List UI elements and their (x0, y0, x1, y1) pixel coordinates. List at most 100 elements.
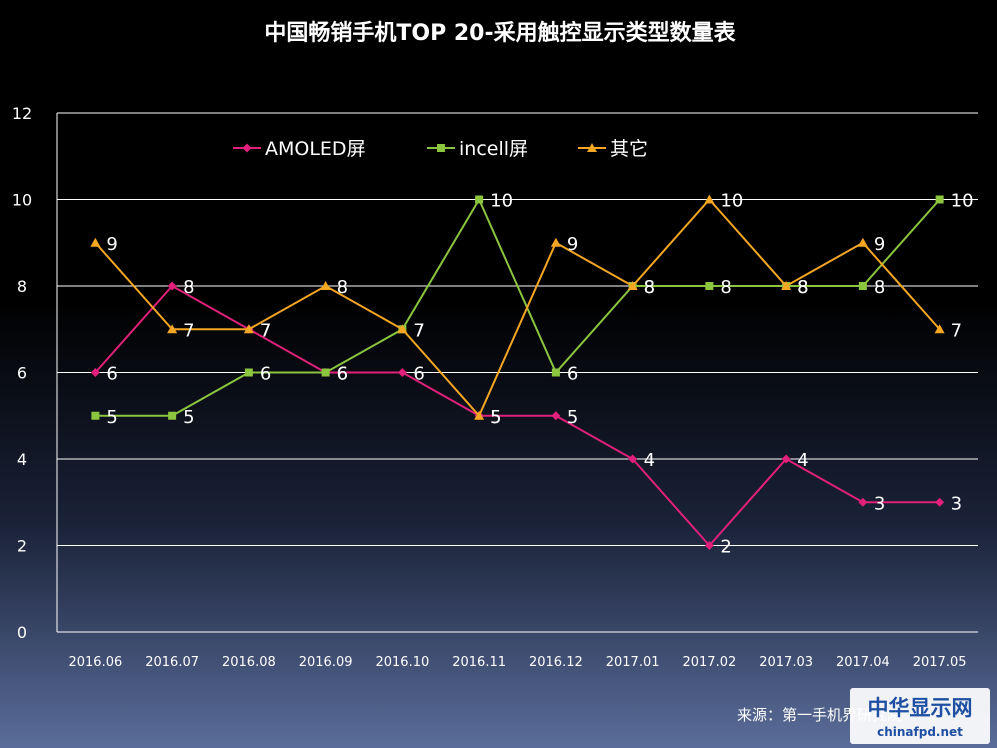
legend-item-0: AMOLED屏 (233, 138, 366, 160)
data-point (704, 194, 715, 204)
x-tick-label: 2016.12 (529, 655, 583, 670)
y-tick-label: 8 (17, 277, 27, 296)
data-point (320, 281, 331, 290)
data-label: 6 (106, 364, 117, 385)
legend-item-2: 其它 (578, 138, 648, 160)
data-point (550, 237, 561, 247)
data-label: 7 (951, 320, 962, 341)
data-label: 6 (567, 364, 578, 385)
legend-marker (242, 143, 252, 153)
y-tick-label: 6 (17, 364, 27, 383)
data-point (90, 368, 100, 377)
data-point (243, 324, 254, 334)
x-tick-label: 2017.01 (606, 655, 660, 670)
y-tick-label: 12 (12, 104, 32, 123)
data-label: 5 (490, 407, 501, 428)
data-label: 5 (567, 407, 578, 428)
data-point (858, 282, 867, 290)
data-point (91, 411, 100, 420)
x-axis-ticks: 2016.06 2016.07 2016.08 2016.09 2016.10 2016.… (68, 655, 966, 670)
data-label: 6 (260, 364, 271, 385)
data-label: 7 (260, 320, 271, 341)
x-tick-label: 2016.10 (375, 655, 429, 670)
series-line (94, 197, 941, 418)
data-point (474, 410, 485, 420)
x-tick-label: 2017.03 (759, 655, 813, 670)
data-label: 4 (797, 450, 808, 471)
x-tick-label: 2016.07 (145, 655, 199, 670)
data-point (935, 195, 944, 204)
data-label: 7 (183, 320, 194, 341)
data-point (551, 411, 561, 421)
legend-item-1: incell屏 (427, 138, 528, 160)
y-axis-ticks: 0 2 4 6 8 10 12 (12, 104, 32, 642)
data-label: 7 (413, 320, 424, 341)
data-label: 8 (644, 277, 655, 298)
data-label: 6 (413, 364, 424, 385)
data-point (628, 454, 638, 464)
x-tick-label: 2016.11 (452, 655, 506, 670)
x-tick-label: 2016.09 (299, 655, 353, 670)
data-label: 8 (797, 277, 808, 298)
legend-label: incell屏 (459, 138, 528, 160)
data-point (397, 368, 407, 377)
data-point (858, 497, 868, 507)
logo-background (850, 688, 990, 744)
series-0 (90, 281, 945, 550)
legend-marker (437, 144, 445, 152)
data-point (168, 411, 177, 420)
data-point (167, 324, 178, 334)
data-point (935, 497, 945, 507)
data-label: 3 (874, 493, 885, 514)
data-label: 6 (337, 364, 348, 385)
data-label: 3 (951, 493, 962, 514)
series-line (94, 284, 940, 548)
x-tick-label: 2016.06 (68, 655, 122, 670)
logo-main-text: 中华显示网 (868, 696, 973, 720)
data-label: 8 (644, 277, 655, 298)
data-point (397, 324, 408, 334)
site-logo: 中华显示网 chinafpd.net (850, 688, 990, 744)
data-point (857, 237, 868, 247)
data-point (321, 368, 330, 377)
legend-marker (587, 143, 597, 152)
x-tick-label: 2017.05 (913, 655, 967, 670)
data-label: 6 (337, 364, 348, 385)
data-label: 7 (413, 320, 424, 341)
data-point (244, 368, 253, 377)
data-label: 7 (260, 320, 271, 341)
data-label: 8 (337, 277, 348, 298)
y-tick-label: 0 (17, 623, 27, 642)
data-label: 8 (183, 277, 194, 298)
legend: AMOLED屏 incell屏 其它 (233, 138, 648, 160)
series-1 (91, 195, 944, 420)
data-label: 9 (874, 234, 885, 255)
data-label: 5 (490, 407, 501, 428)
x-tick-label: 2017.04 (836, 655, 890, 670)
data-point (781, 454, 791, 464)
legend-label: AMOLED屏 (265, 138, 366, 160)
data-label: 8 (797, 277, 808, 298)
chart-title: 中国畅销手机TOP 20-采用触控显示类型数量表 (264, 20, 736, 46)
data-point (551, 368, 560, 377)
data-label: 10 (951, 191, 974, 212)
data-label: 5 (183, 407, 194, 428)
y-tick-label: 10 (12, 191, 32, 210)
y-tick-label: 2 (17, 537, 27, 556)
data-label: 2 (720, 537, 731, 558)
logo-sub-text: chinafpd.net (877, 725, 963, 739)
x-tick-label: 2016.08 (222, 655, 276, 670)
data-point (167, 281, 177, 291)
y-tick-label: 4 (17, 450, 27, 469)
data-label: 10 (490, 191, 513, 212)
data-label: 5 (106, 407, 117, 428)
data-point (781, 281, 792, 290)
data-label: 10 (720, 191, 743, 212)
data-label: 8 (720, 277, 731, 298)
x-tick-label: 2017.02 (682, 655, 736, 670)
grid (56, 112, 978, 633)
data-label: 9 (567, 234, 578, 255)
data-point (934, 324, 945, 334)
data-label: 9 (106, 234, 117, 255)
